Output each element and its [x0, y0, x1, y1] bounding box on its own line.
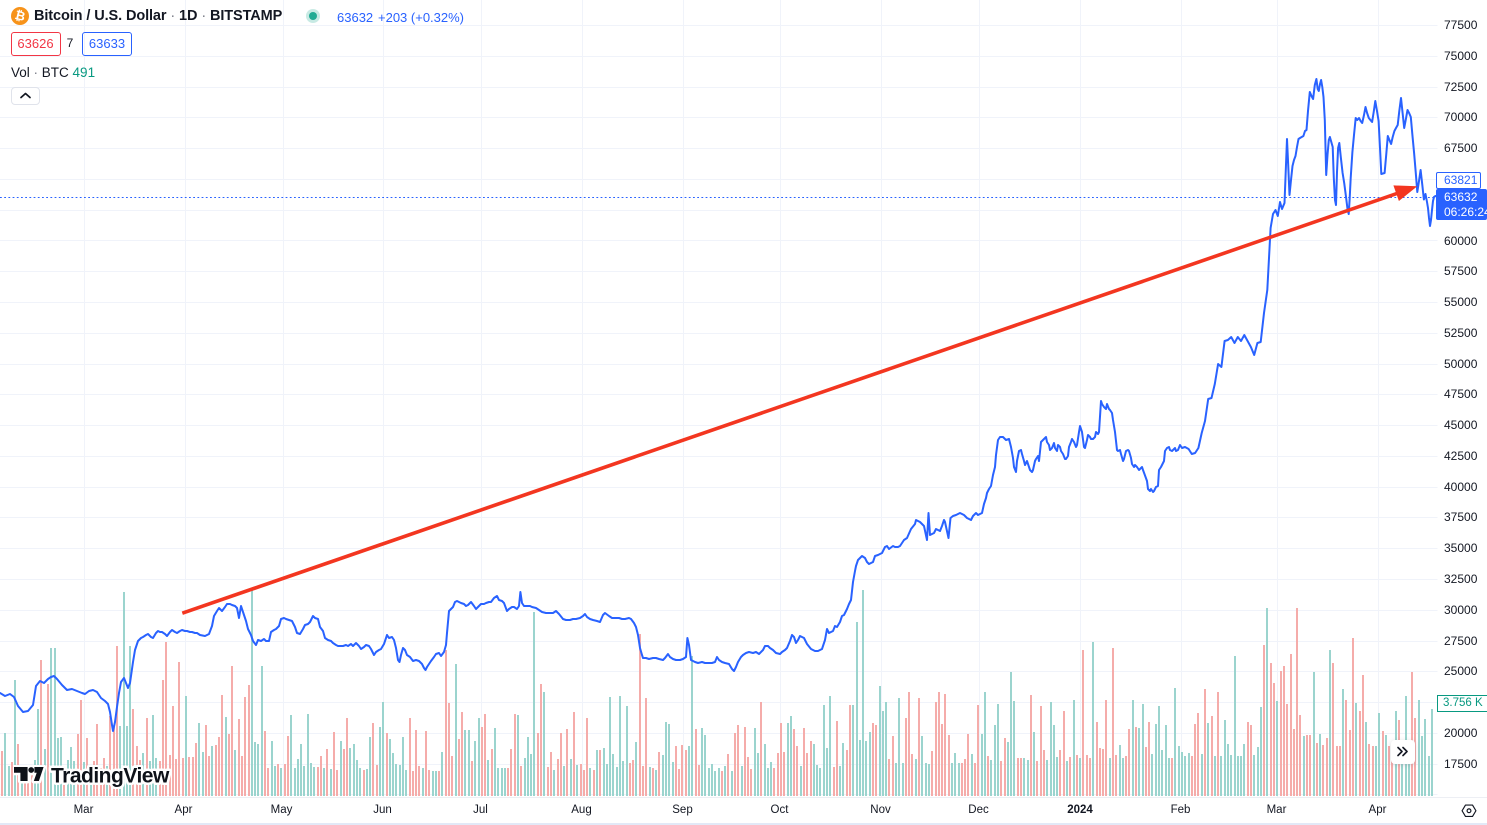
svg-text:TradingView: TradingView [51, 765, 170, 788]
svg-text:TradingView: TradingView [51, 765, 170, 788]
